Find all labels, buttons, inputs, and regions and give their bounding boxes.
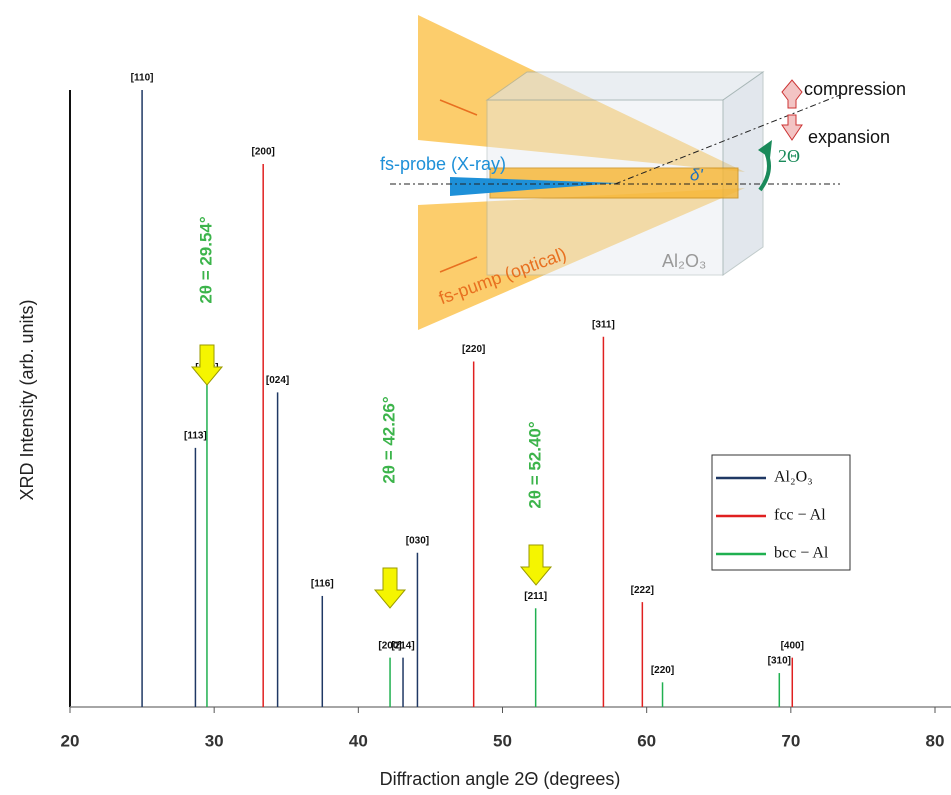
x-tick-label: 50	[493, 731, 512, 750]
x-tick-label: 40	[349, 731, 368, 750]
legend-box	[711, 454, 851, 571]
pump-beam	[418, 188, 745, 330]
legend-label: bcc − Al	[774, 545, 829, 562]
peak-label: [222]	[631, 585, 654, 596]
pump-arrow	[439, 99, 478, 116]
x-tick-label: 80	[926, 731, 945, 750]
peak-label: [200]	[378, 640, 401, 651]
annotation-arrow	[190, 344, 224, 386]
legend: Al₂O₃ fcc − Al bcc − Al	[711, 454, 851, 571]
peak-label: [310]	[768, 656, 791, 667]
annotation: 2θ = 52.40°	[525, 421, 544, 509]
arrow-head	[758, 140, 772, 158]
x-tick-label: 30	[205, 731, 224, 750]
x-axis-label: Diffraction angle 2Θ (degrees)	[380, 769, 621, 789]
peak-label: [220]	[651, 665, 674, 676]
annotation: 2θ = 42.26°	[379, 396, 398, 484]
x-tick-label: 20	[61, 731, 80, 750]
peak-label: [200]	[252, 147, 275, 158]
peak-label: [113]	[184, 431, 207, 442]
peak-label: [030]	[406, 535, 429, 546]
crystal-label: Al₂O₃	[662, 251, 706, 271]
scatter-label: 2Θ	[778, 146, 800, 166]
peak-label: [220]	[462, 344, 485, 355]
legend-label: Al₂O₃	[774, 469, 813, 486]
annotation-arrow	[373, 567, 407, 609]
expansion-label: expansion	[808, 127, 890, 147]
peak-label: [400]	[781, 640, 804, 651]
compression-label: compression	[804, 79, 906, 99]
crystal-side	[722, 71, 764, 276]
x-tick-label: 60	[637, 731, 656, 750]
annotation: 2θ = 29.54°	[196, 216, 215, 304]
annotation-arrow	[519, 544, 553, 586]
peak-label: [211]	[524, 591, 547, 602]
x-tick-label: 70	[781, 731, 800, 750]
scatter-line	[614, 94, 841, 185]
peak-label: [116]	[311, 579, 334, 590]
peak-label: [311]	[592, 319, 615, 330]
expansion-arrow	[781, 114, 803, 141]
peak-label: [214]	[391, 640, 414, 651]
probe-label: fs-probe (X-ray)	[380, 154, 506, 174]
compression-arrow	[781, 79, 803, 109]
peak-label: [024]	[266, 375, 289, 386]
peak-label: [110]	[131, 73, 154, 84]
angle-label: δ'	[690, 165, 703, 184]
crystal-top	[485, 71, 765, 101]
inset-diagram: fs-probe (X-ray) fs-pump (optical) Al₂O₃…	[380, 15, 906, 330]
pump-arrow	[439, 256, 478, 273]
legend-label: fcc − Al	[774, 507, 826, 524]
probe-beam	[450, 177, 618, 196]
y-axis-label: XRD Intensity (arb. units)	[17, 299, 37, 500]
